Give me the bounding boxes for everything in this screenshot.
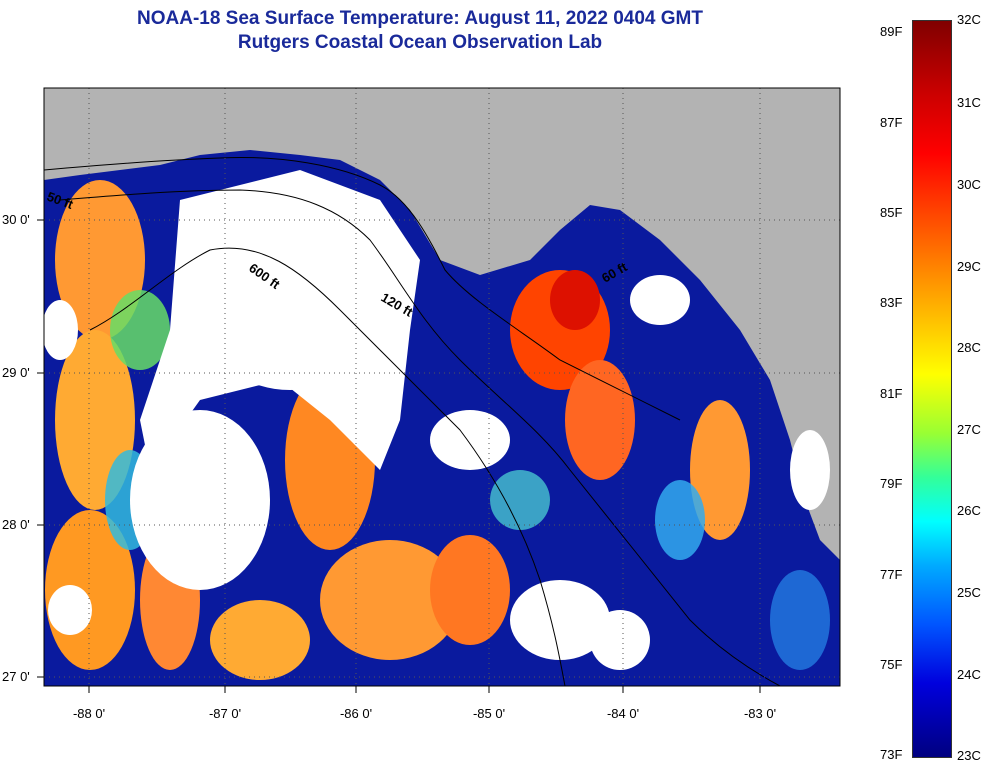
cbar-f-77: 77F bbox=[880, 567, 903, 582]
mid-temperature-patches bbox=[105, 290, 830, 670]
map-frame bbox=[43, 87, 841, 687]
cbar-c-28: 28C bbox=[957, 340, 981, 355]
chart-title: NOAA-18 Sea Surface Temperature: August … bbox=[137, 8, 703, 29]
cbar-c-23: 23C bbox=[957, 748, 981, 763]
cbar-f-73: 73F bbox=[880, 747, 903, 762]
lon-label-88: -88 0' bbox=[73, 706, 105, 721]
cbar-c-26: 26C bbox=[957, 503, 981, 518]
cloud-cover bbox=[44, 170, 830, 670]
cbar-c-31: 31C bbox=[957, 95, 981, 110]
cbar-f-89: 89F bbox=[880, 24, 903, 39]
lon-label-87: -87 0' bbox=[209, 706, 241, 721]
colorbar bbox=[912, 20, 952, 758]
lon-label-86: -86 0' bbox=[340, 706, 372, 721]
cbar-c-24: 24C bbox=[957, 667, 981, 682]
axis-ticks bbox=[37, 219, 761, 693]
cbar-f-75: 75F bbox=[880, 657, 903, 672]
cbar-f-85: 85F bbox=[880, 205, 903, 220]
lon-label-84: -84 0' bbox=[607, 706, 639, 721]
cbar-f-79: 79F bbox=[880, 476, 903, 491]
chart-subtitle: Rutgers Coastal Ocean Observation Lab bbox=[237, 32, 603, 53]
land-mass bbox=[44, 88, 840, 560]
cbar-c-25: 25C bbox=[957, 585, 981, 600]
lon-label-83: -83 0' bbox=[744, 706, 776, 721]
lon-label-85: -85 0' bbox=[473, 706, 505, 721]
cbar-c-32: 32C bbox=[957, 12, 981, 27]
cbar-c-27: 27C bbox=[957, 422, 981, 437]
isobath-contours bbox=[44, 157, 781, 686]
cbar-f-81: 81F bbox=[880, 386, 903, 401]
lat-label-30: 30 0' bbox=[2, 212, 30, 227]
lat-label-29: 29 0' bbox=[2, 365, 30, 380]
cbar-f-87: 87F bbox=[880, 115, 903, 130]
lat-label-27: 27 0' bbox=[2, 669, 30, 684]
cbar-c-29: 29C bbox=[957, 259, 981, 274]
cbar-f-83: 83F bbox=[880, 295, 903, 310]
lat-label-28: 28 0' bbox=[2, 517, 30, 532]
cbar-c-30: 30C bbox=[957, 177, 981, 192]
